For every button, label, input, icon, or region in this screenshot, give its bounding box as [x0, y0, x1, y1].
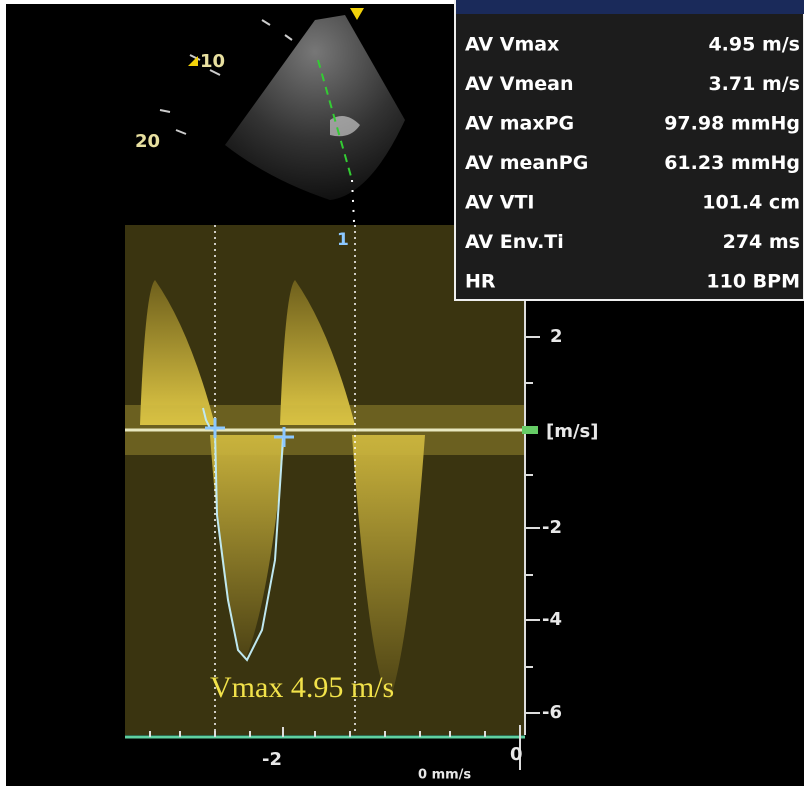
doppler-envelope: [280, 280, 355, 425]
vmax-annotation: Vmax 4.95 m/s: [210, 671, 394, 704]
measurement-label: AV maxPG: [465, 113, 574, 135]
velocity-tick: -4: [542, 609, 562, 630]
trace-caliper: [205, 418, 294, 447]
measurement-row: AV VTI 101.4 cm: [465, 192, 800, 214]
measurement-label: AV VTI: [465, 192, 534, 214]
measurement-label: AV Env.Ti: [465, 231, 564, 253]
cursor-line: [317, 59, 353, 181]
velocity-tick: -2: [542, 517, 562, 538]
measurement-value: 4.95 m/s: [708, 34, 800, 56]
cursor-dots: [351, 179, 355, 223]
measurement-value: 97.98 mmHg: [664, 113, 800, 135]
measurement-label: AV meanPG: [465, 152, 588, 174]
doppler-envelope: [352, 435, 425, 700]
sweep-speed: 0 mm/s: [418, 768, 471, 783]
measurement-value: 274 ms: [723, 231, 800, 253]
orientation-marker: [350, 8, 364, 20]
measurement-value: 101.4 cm: [702, 192, 800, 214]
depth-label: 10: [200, 51, 225, 72]
focus-marker: [188, 56, 198, 66]
doppler-panel: [125, 225, 525, 735]
time-tick: -2: [262, 749, 282, 770]
baseline-marker: [522, 426, 538, 434]
measurement-row: HR 110 BPM: [465, 271, 800, 293]
measurement-value: 3.71 m/s: [708, 73, 800, 95]
measurement-row: AV Env.Ti 274 ms: [465, 231, 800, 253]
measurement-label: AV Vmean: [465, 73, 573, 95]
velocity-tick: 2: [550, 326, 563, 347]
depth-label: 20: [135, 131, 160, 152]
velocity-unit: [m/s]: [546, 421, 599, 442]
doppler-envelope: [140, 280, 215, 425]
sector-image: [225, 15, 405, 200]
time-ticks: [149, 725, 521, 770]
measurement-label: AV Vmax: [465, 34, 559, 56]
measurement-row: AV Vmax 4.95 m/s: [465, 34, 800, 56]
measurement-row: AV meanPG 61.23 mmHg: [465, 152, 800, 174]
time-tick: 0: [510, 744, 523, 765]
cursor-label: 1: [337, 230, 349, 250]
box-header: [456, 0, 804, 14]
measurement-value: 61.23 mmHg: [664, 152, 800, 174]
measurement-row: AV maxPG 97.98 mmHg: [465, 113, 800, 135]
measurement-row: AV Vmean 3.71 m/s: [465, 73, 800, 95]
measurement-box: [454, 0, 804, 301]
measurement-value: 110 BPM: [706, 271, 800, 293]
velocity-tick: -6: [542, 702, 562, 723]
measurement-label: HR: [465, 271, 496, 293]
depth-marks: [159, 19, 293, 135]
